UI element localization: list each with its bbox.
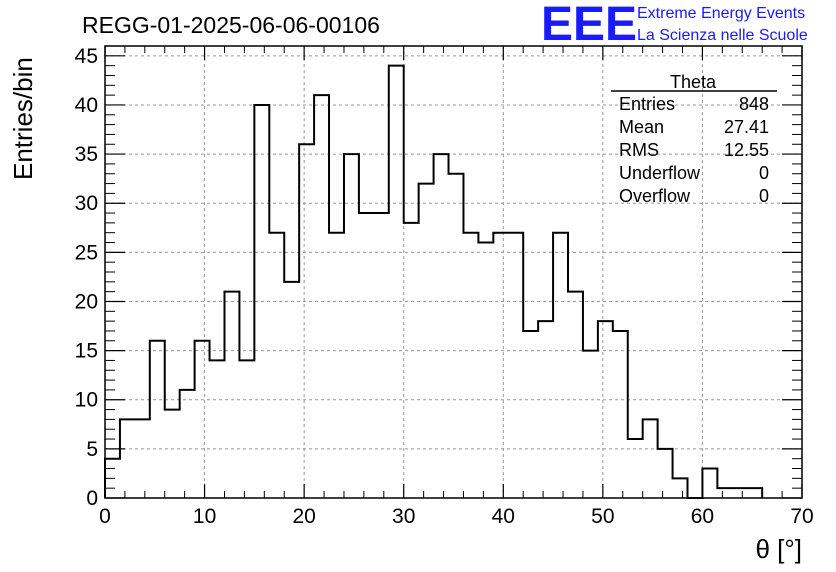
stats-label: Overflow: [619, 186, 691, 206]
histogram-series: [104, 64, 764, 499]
y-tick-label: 35: [75, 143, 98, 166]
y-tick-label: 15: [75, 340, 98, 363]
x-tick-label: 40: [492, 505, 515, 528]
stats-label: Underflow: [619, 163, 701, 183]
x-tick-label: 60: [691, 505, 714, 528]
stats-label: Mean: [619, 117, 664, 137]
y-tick-label: 45: [75, 45, 98, 68]
y-tick-label: 40: [75, 94, 98, 117]
y-tick-label: 30: [75, 192, 98, 215]
stats-value: 0: [759, 163, 769, 183]
x-axis-label: θ [°]: [755, 534, 802, 564]
x-tick-label: 50: [591, 505, 614, 528]
y-tick-label: 25: [75, 241, 98, 264]
stats-box: Theta Entries 848 Mean 27.41 RMS 12.55 Underfl…: [611, 72, 777, 206]
x-tick-labels: 0 10 20 30 40 50 60 70: [99, 505, 814, 528]
y-tick-label: 0: [86, 487, 98, 510]
x-tick-label: 0: [99, 505, 111, 528]
stats-title: Theta: [670, 72, 717, 92]
x-tick-label: 10: [193, 505, 216, 528]
eee-logo: EEE Extreme Energy Events La Scienza nel…: [541, 0, 808, 51]
grid: [105, 46, 802, 498]
x-tick-label: 20: [292, 505, 315, 528]
axis-ticks: [104, 45, 803, 499]
y-tick-label: 10: [75, 389, 98, 412]
y-tick-label: 20: [75, 290, 98, 313]
x-tick-label: 30: [392, 505, 415, 528]
stats-label: Entries: [619, 94, 675, 114]
stats-value: 848: [739, 94, 769, 114]
stats-label: RMS: [619, 140, 659, 160]
y-axis-label: Entries/bin: [8, 57, 38, 180]
logo-line-2: La Scienza nelle Scuole: [637, 27, 808, 44]
stats-value: 0: [759, 186, 769, 206]
chart-title: REGG-01-2025-06-06-00106: [82, 12, 380, 38]
y-tick-labels: 0 5 10 15 20 25 30 35 40 45: [75, 45, 98, 510]
stats-rows: Entries 848 Mean 27.41 RMS 12.55 Underflow 0 Ove…: [619, 94, 769, 206]
logo-mark: EEE: [541, 0, 637, 51]
stats-value: 12.55: [724, 140, 769, 160]
logo-line-1: Extreme Energy Events: [637, 5, 805, 22]
stats-value: 27.41: [724, 117, 769, 137]
y-tick-label: 5: [86, 438, 98, 461]
x-tick-label: 70: [790, 505, 813, 528]
plot-frame: [104, 45, 803, 499]
